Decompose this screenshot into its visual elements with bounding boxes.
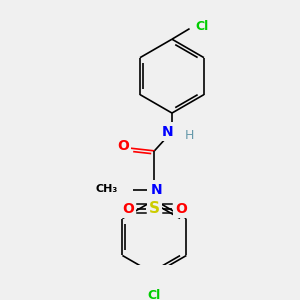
Text: N: N xyxy=(162,124,173,139)
Text: H: H xyxy=(184,128,194,142)
Text: O: O xyxy=(122,202,134,216)
Text: S: S xyxy=(149,201,160,216)
Text: CH₃: CH₃ xyxy=(95,184,118,194)
Text: Cl: Cl xyxy=(148,290,161,300)
Text: Cl: Cl xyxy=(195,20,208,32)
Text: N: N xyxy=(150,182,162,197)
Text: O: O xyxy=(117,139,129,153)
Text: O: O xyxy=(175,202,187,216)
